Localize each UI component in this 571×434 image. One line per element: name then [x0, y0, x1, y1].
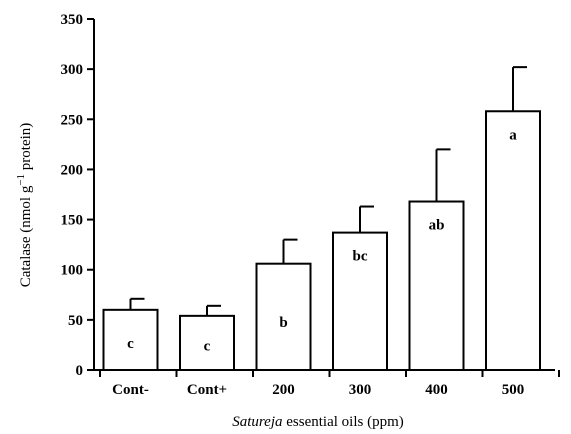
x-axis-title-rest: essential oils (ppm) — [283, 414, 404, 430]
y-tick-label-150: 150 — [61, 213, 84, 229]
bar-letter-300: bc — [353, 249, 368, 265]
bar-letter-200: b — [279, 315, 287, 331]
x-tick-label-300: 300 — [349, 382, 372, 398]
y-axis: 0 50 100 150 200 250 300 350 — [61, 12, 95, 379]
x-axis: Cont- Cont+ 200 300 400 500 — [94, 369, 560, 398]
x-axis-title-italic: Satureja — [232, 414, 282, 430]
bar-letter-400: ab — [429, 218, 445, 234]
x-tick-label-400: 400 — [425, 382, 448, 398]
y-tick-label-300: 300 — [61, 62, 84, 78]
y-tick-label-50: 50 — [68, 313, 83, 329]
bar-Contplus — [179, 314, 235, 371]
bar-Contminus — [102, 308, 159, 372]
bar-letter-Contminus: c — [127, 336, 134, 352]
y-tick-label-250: 250 — [61, 112, 84, 128]
y-axis-title: Catalase (nmol g−1 protein) — [15, 123, 34, 288]
y-tick-label-0: 0 — [76, 363, 84, 379]
y-tick-label-350: 350 — [61, 12, 84, 28]
bar-200 — [255, 262, 312, 371]
x-tick-label-500: 500 — [502, 382, 525, 398]
x-tick-label-Cont-: Cont- — [112, 382, 149, 398]
bar-300 — [332, 231, 388, 371]
y-axis-title-main: Catalase (nmol g — [18, 185, 34, 287]
y-axis-title-sup: −1 — [15, 174, 27, 186]
x-axis-title: Satureja essential oils (ppm) — [232, 414, 404, 430]
x-tick-label-Cont+: Cont+ — [187, 382, 227, 398]
y-axis-title-tail: protein) — [18, 123, 34, 174]
bar-letter-500: a — [509, 127, 517, 143]
bar-400 — [408, 200, 465, 371]
bar-letter-Contplus: c — [204, 339, 211, 355]
y-tick-label-200: 200 — [61, 162, 84, 178]
x-tick-label-200: 200 — [272, 382, 295, 398]
y-tick-label-100: 100 — [61, 263, 84, 279]
bar-500 — [485, 110, 541, 372]
bars: c c b bc ab a — [102, 66, 541, 372]
